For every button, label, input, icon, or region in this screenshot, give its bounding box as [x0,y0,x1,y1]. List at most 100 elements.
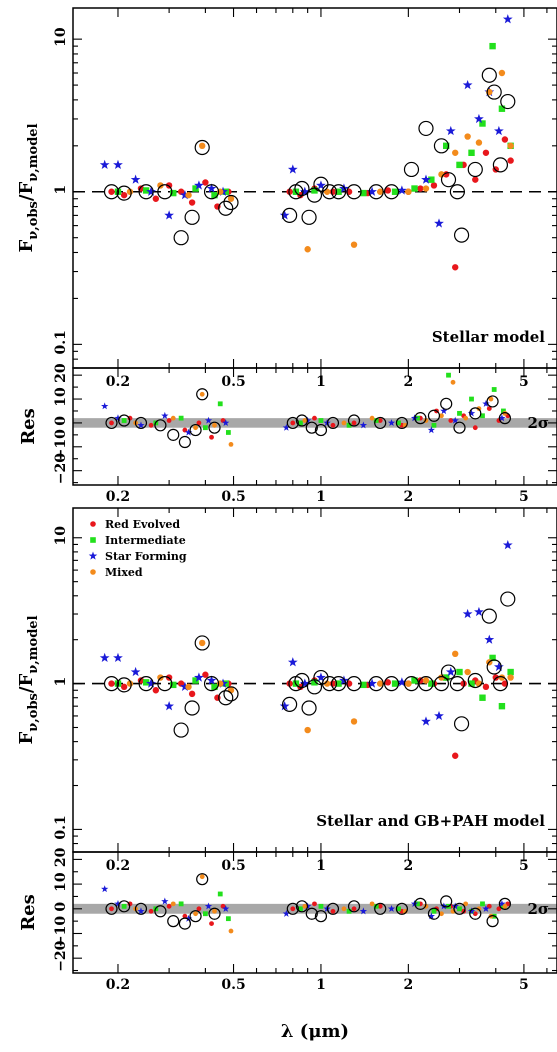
panel-annotation: Stellar and GB+PAH model [316,812,545,830]
data-layer [73,14,557,271]
series-star-forming-point [299,678,310,688]
circled-point [486,659,502,675]
circled-point [173,230,189,246]
series-red-evolved-point [384,187,392,194]
series-star-forming-point [494,661,504,672]
series-red-evolved-point [202,179,209,186]
series-intermediate-point [411,185,418,192]
circled-point [294,180,310,197]
series-intermediate-point [411,677,418,684]
circled-point [223,194,239,211]
series-star-forming-point [502,14,513,24]
circled-point [383,675,400,692]
circled-point [492,675,509,692]
circled-point [449,675,465,692]
x-tick-label: 0.5 [221,489,245,505]
series-red-evolved-point [377,418,383,423]
series-star-forming-point [387,904,396,912]
series-mixed-point [228,928,234,934]
circled-point [282,207,298,223]
series-star-forming-point [367,186,377,196]
series-red-evolved-point [202,671,209,678]
circled-point [486,395,499,408]
x-tick-label: 2 [403,489,413,505]
y-tick-label: 10 [53,27,69,47]
circled-point [134,902,148,915]
circled-point [295,900,309,913]
series-star-forming-point [445,125,456,136]
series-star-forming-point [184,428,193,436]
series-star-forming-point [279,701,290,711]
series-intermediate-point [507,668,514,676]
series-mixed-point [350,718,358,725]
circled-point [301,700,317,716]
series-intermediate-point [443,674,450,681]
series-intermediate-point [335,680,342,687]
series-red-evolved-point [330,422,336,428]
series-red-evolved-point [152,687,160,694]
series-intermediate-point [415,901,420,907]
series-mixed-point [193,911,198,917]
x-tick-label: 1 [316,977,326,993]
series-red-evolved-point [290,420,296,426]
y-axis-title-part: ν,model [26,615,41,673]
series-red-evolved-point [286,188,293,195]
series-intermediate-point [489,654,496,662]
sigma-label: 2σ [528,900,550,918]
circled-point [498,412,511,425]
circled-point [418,120,434,137]
circled-point [486,915,499,928]
series-star-forming-point [474,606,484,617]
circled-point [374,902,387,915]
legend-marker [90,537,96,543]
series-mixed-point [199,391,205,397]
circled-point [105,902,118,915]
series-star-forming-point [114,414,122,422]
series-mixed-point [350,241,358,248]
y-axis-title-part: /F [16,182,37,202]
series-intermediate-point [498,702,506,710]
series-intermediate-point [192,185,199,192]
series-star-forming-point [130,666,141,677]
series-intermediate-point [469,396,474,402]
series-red-evolved-point [452,752,459,759]
series-mixed-point [507,142,514,150]
series-red-evolved-point [196,906,202,912]
series-intermediate-point [415,415,420,421]
circled-point [467,161,483,178]
series-red-evolved-point [501,680,509,687]
circled-point [347,414,361,427]
series-star-forming-point [164,701,174,711]
series-intermediate-point [443,142,450,150]
series-mixed-point [304,726,311,734]
circled-point [440,664,457,680]
series-red-evolved-point [492,674,499,681]
circled-point [305,907,318,920]
y-tick-label: 1 [53,185,69,195]
circled-point [189,423,202,437]
series-mixed-point [463,415,469,421]
series-star-forming-point [502,540,513,550]
circled-point [469,907,482,920]
series-red-evolved-point [351,420,357,426]
circled-point [189,910,202,923]
series-intermediate-point [373,903,379,909]
series-star-forming-point [114,900,122,907]
series-red-evolved-point [166,418,172,423]
circled-point [481,67,497,83]
data-layer [73,540,557,759]
series-intermediate-point [360,189,367,197]
series-star-forming-point [146,186,156,196]
series-star-forming-point [99,159,110,170]
circled-point [116,185,132,201]
series-star-forming-point [397,185,407,195]
x-tick-label: 0.5 [221,858,245,874]
circled-point [157,184,173,200]
series-star-forming-point [316,180,326,190]
series-intermediate-point [428,680,435,687]
circled-point [453,227,470,243]
series-mixed-point [405,680,412,687]
series-red-evolved-point [329,188,337,195]
circled-point [313,176,329,192]
